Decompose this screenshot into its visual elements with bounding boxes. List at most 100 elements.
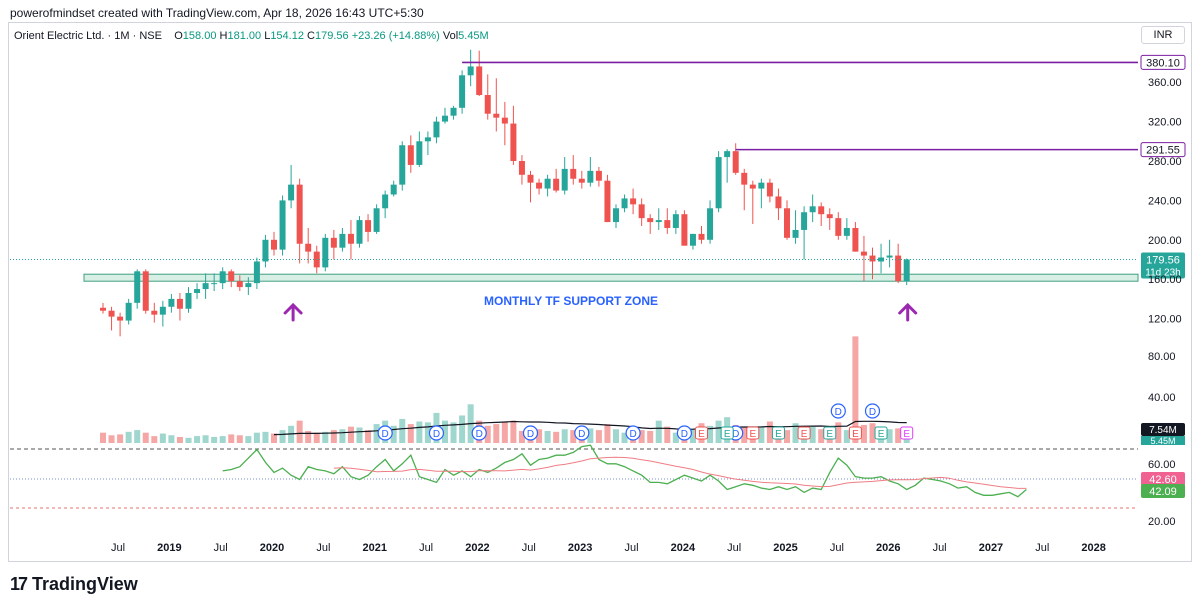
volume-bar bbox=[587, 428, 594, 443]
volume-bar bbox=[501, 422, 508, 443]
price-axis-tick: 320.00 bbox=[1148, 117, 1182, 129]
price-axis-tick: 160.00 bbox=[1148, 274, 1182, 286]
candle-body bbox=[792, 229, 799, 238]
exchange-label: NSE bbox=[139, 30, 162, 42]
candle-body bbox=[142, 271, 149, 311]
volume-bar bbox=[895, 428, 902, 443]
candle-body bbox=[672, 214, 679, 228]
candle-body bbox=[689, 233, 696, 246]
dividend-marker-label: D bbox=[835, 407, 842, 418]
support-arrow-icon bbox=[283, 302, 303, 322]
attribution-text: powerofmindset created with TradingView.… bbox=[10, 6, 424, 20]
high-value: 181.00 bbox=[227, 30, 262, 42]
candle-body bbox=[741, 172, 748, 185]
candle-body bbox=[570, 168, 577, 179]
volume-bar bbox=[869, 423, 876, 443]
candle-body bbox=[305, 243, 312, 252]
candle-body bbox=[339, 233, 346, 248]
candle-body bbox=[356, 220, 363, 244]
earnings-marker bbox=[746, 426, 760, 440]
time-axis-tick: 2027 bbox=[979, 542, 1003, 554]
volume-bar bbox=[279, 430, 286, 443]
volume-bar bbox=[621, 432, 628, 443]
volume-last-label: 7.54M bbox=[1149, 425, 1177, 436]
candle-body bbox=[228, 271, 235, 282]
volume-bar bbox=[689, 428, 696, 443]
price-axis-tick: 200.00 bbox=[1148, 235, 1182, 247]
dividend-marker-label: D bbox=[433, 429, 440, 440]
dividend-marker bbox=[522, 425, 539, 441]
volume-bar bbox=[493, 424, 500, 443]
volume-bar bbox=[202, 435, 209, 443]
volume-bar bbox=[818, 429, 825, 443]
earnings-marker bbox=[874, 426, 888, 440]
candle-body bbox=[681, 214, 688, 246]
dividend-marker-label: D bbox=[578, 429, 585, 440]
volume-bar bbox=[125, 431, 132, 443]
candle-body bbox=[536, 182, 543, 189]
open-label: O bbox=[174, 30, 183, 42]
volume-bar bbox=[262, 431, 269, 443]
dividend-marker-label: D bbox=[476, 429, 483, 440]
time-axis-tick: Jul bbox=[419, 542, 433, 554]
candle-body bbox=[245, 283, 252, 288]
candle-body bbox=[373, 208, 380, 232]
volume-bar bbox=[835, 422, 842, 443]
volume-bar bbox=[176, 436, 183, 443]
volume-bar bbox=[219, 436, 226, 443]
volume-bar bbox=[134, 430, 141, 443]
earnings-marker bbox=[848, 426, 862, 440]
candle-body bbox=[749, 184, 756, 189]
price-axis-tick: 240.00 bbox=[1148, 195, 1182, 207]
candle-body bbox=[553, 178, 560, 191]
candle-body bbox=[544, 178, 551, 189]
volume-bar bbox=[450, 422, 457, 443]
interval-label[interactable]: 1M bbox=[114, 30, 130, 42]
candle-body bbox=[382, 194, 389, 209]
earnings-marker-label: E bbox=[852, 429, 859, 440]
volume-bar bbox=[194, 436, 201, 443]
candle-body bbox=[860, 251, 867, 256]
volume-bar bbox=[715, 420, 722, 443]
rsi-ma-label: 42.60 bbox=[1149, 474, 1177, 486]
volume-bar bbox=[459, 415, 466, 443]
candle-body bbox=[638, 204, 645, 219]
time-axis-tick: Jul bbox=[522, 542, 536, 554]
level-price-label: 380.10 bbox=[1146, 57, 1180, 69]
earnings-marker-label: E bbox=[878, 429, 885, 440]
volume-bar bbox=[886, 429, 893, 443]
candle-body bbox=[903, 259, 910, 282]
dividend-marker bbox=[574, 425, 590, 441]
volume-bar bbox=[117, 434, 124, 443]
candle-body bbox=[758, 182, 765, 189]
rsi-value-label: 42.09 bbox=[1149, 486, 1177, 498]
candle-body bbox=[176, 298, 183, 309]
close-value: 179.56 bbox=[314, 30, 349, 42]
volume-bar bbox=[407, 424, 414, 443]
support-arrow-icon bbox=[898, 302, 918, 322]
volume-bar bbox=[365, 430, 372, 443]
candle-body bbox=[655, 220, 662, 223]
candle-body bbox=[518, 161, 525, 175]
candle-body bbox=[784, 208, 790, 238]
candle-body bbox=[296, 184, 303, 244]
dividend-marker bbox=[676, 425, 693, 441]
earnings-marker-label: E bbox=[724, 429, 731, 440]
volume-bar bbox=[647, 430, 654, 443]
symbol-bar: Orient Electric Ltd. · 1M · NSE O158.00 … bbox=[14, 30, 489, 42]
volume-bar bbox=[553, 431, 560, 443]
tradingview-logo: 17 TradingView bbox=[10, 574, 138, 595]
candle-body bbox=[707, 208, 714, 240]
volume-bar bbox=[211, 436, 218, 443]
candle-body bbox=[724, 151, 731, 158]
candle-body bbox=[347, 233, 354, 244]
volume-bar bbox=[373, 424, 380, 443]
symbol-name[interactable]: Orient Electric Ltd. bbox=[14, 30, 105, 42]
earnings-marker-label: E bbox=[775, 429, 782, 440]
candle-body bbox=[613, 208, 619, 223]
currency-button[interactable]: INR bbox=[1141, 26, 1185, 44]
support-zone-band bbox=[83, 273, 1139, 282]
last-price-countdown: 11d 23h bbox=[1145, 268, 1180, 279]
candle-body bbox=[561, 168, 568, 191]
